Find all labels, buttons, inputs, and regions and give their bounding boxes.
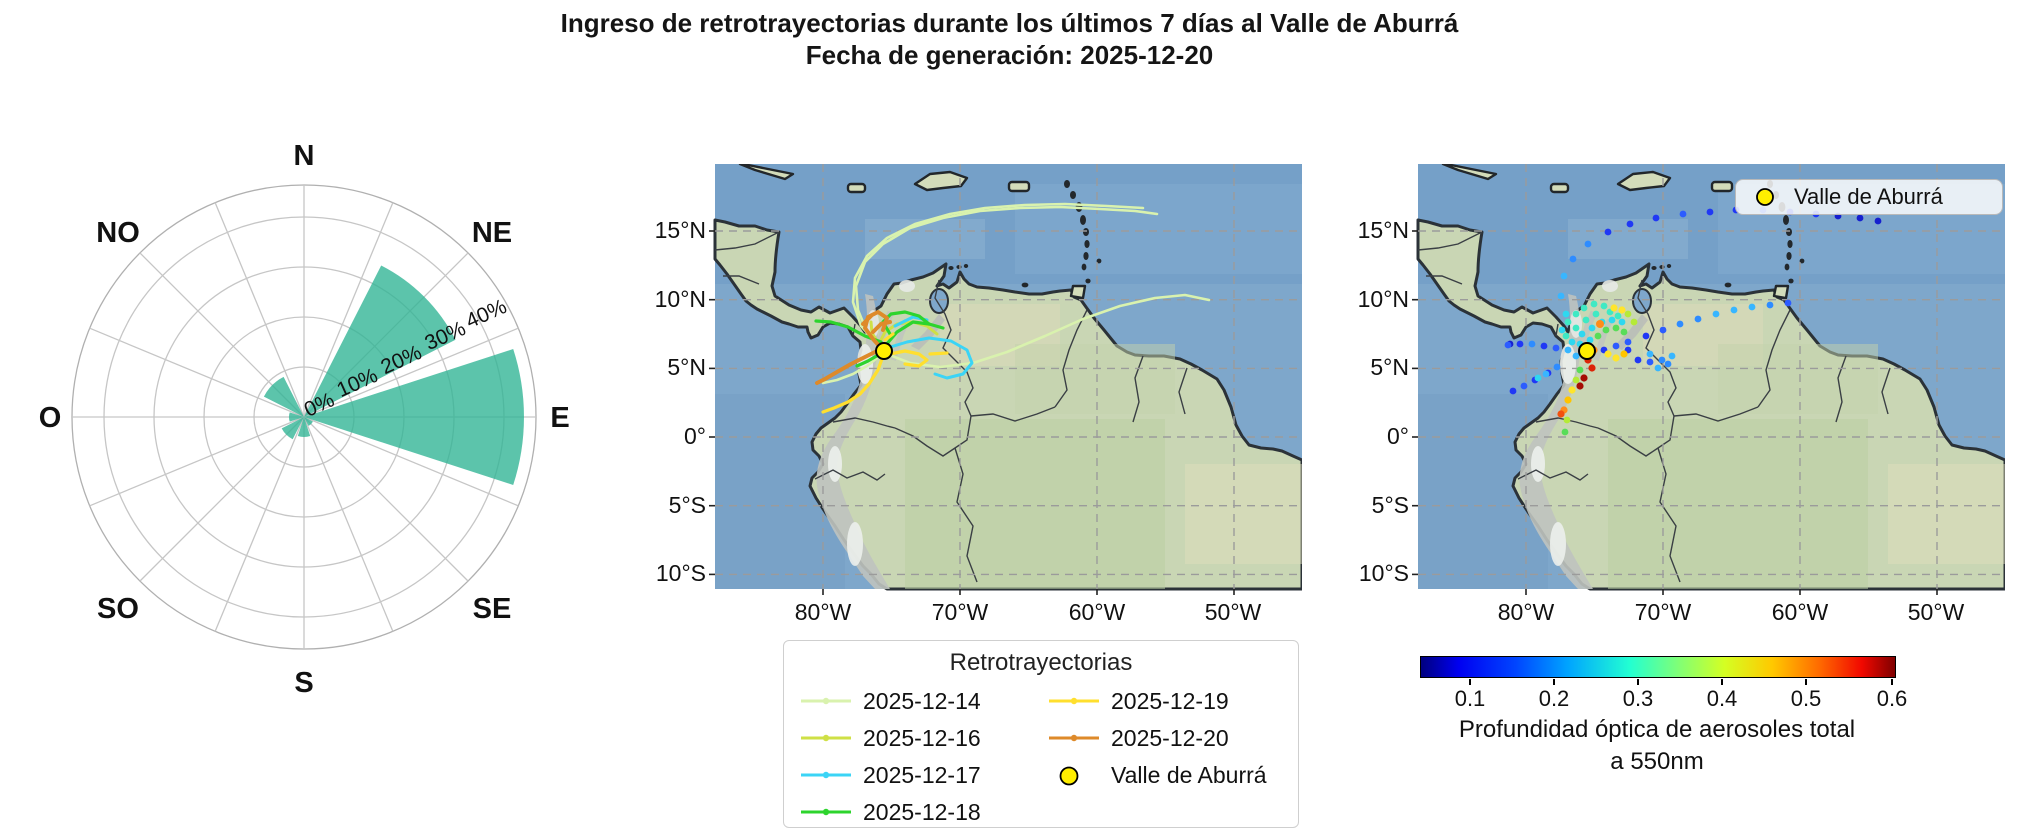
legend-site-marker [1059, 766, 1079, 786]
lat-label: 15°N [1357, 217, 1409, 243]
legend-label: 2025-12-20 [1111, 725, 1229, 751]
colorbar-tick [1553, 679, 1555, 685]
legend-swatch-2025-12-18 [801, 808, 851, 816]
trajectories-group [814, 202, 1211, 414]
colorbar-tick-label: 0.6 [1876, 686, 1908, 711]
lat-label: 5°N [1370, 354, 1409, 380]
aod-legend-label: Valle de Aburrá [1794, 184, 1943, 209]
windrose-compass-labels: N NE E SE S SO O NO [39, 140, 570, 699]
legend-label: Valle de Aburrá [1111, 762, 1267, 788]
svg-text:N: N [294, 140, 315, 172]
colorbar-tick-label: 0.5 [1790, 686, 1822, 711]
legend-swatch-2025-12-16 [801, 734, 851, 742]
lat-label: 15°N [654, 217, 706, 243]
colorbar-tick [1637, 679, 1639, 685]
lat-label: 5°N [667, 354, 706, 380]
site-marker [1578, 342, 1596, 360]
lat-label: 5°S [1371, 492, 1409, 518]
aod-map-legend: Valle de Aburrá [1735, 179, 2003, 215]
svg-text:S: S [294, 667, 313, 699]
svg-text:O: O [39, 402, 62, 434]
svg-text:40%: 40% [462, 295, 510, 333]
lon-label: 50°W [1204, 599, 1262, 625]
legend-swatch-2025-12-17 [801, 771, 851, 779]
lon-label: 80°W [794, 599, 852, 625]
site-marker-icon [1756, 188, 1774, 206]
colorbar-caption-line2: a 550nm [1610, 748, 1704, 775]
aod-colorbar [1420, 656, 1896, 678]
colorbar-tick-label: 0.2 [1538, 686, 1570, 711]
colorbar-tick-label: 0.3 [1622, 686, 1654, 711]
lat-label: 10°N [1357, 286, 1409, 312]
legend-swatch-2025-12-19 [1049, 697, 1099, 705]
legend-label: 2025-12-14 [863, 688, 981, 714]
lon-label: 70°W [931, 599, 989, 625]
trajectory-2025-12-14 [821, 202, 1211, 385]
trajectory-legend: Retrotrayectorias 2025-12-14 2025-12-16 … [783, 640, 1299, 828]
lat-label: 10°S [655, 560, 706, 586]
lon-label: 80°W [1497, 599, 1555, 625]
lat-label: 10°S [1358, 560, 1409, 586]
colorbar-tick-label: 0.1 [1454, 686, 1486, 711]
trajectory-2025-12-20 [815, 310, 892, 385]
lat-label: 0° [684, 423, 706, 449]
legend-swatch-2025-12-14 [801, 697, 851, 705]
windrose-wedges [263, 265, 524, 485]
colorbar-tick [1805, 679, 1807, 685]
svg-text:E: E [550, 402, 569, 434]
aod-map [1410, 164, 2005, 597]
legend-label: 2025-12-17 [863, 762, 981, 788]
figure-subtitle: Fecha de generación: 2025-12-20 [805, 40, 1214, 70]
colorbar-caption-line1: Profundidad óptica de aerosoles total [1458, 716, 1856, 743]
colorbar-tick-label: 0.4 [1706, 686, 1738, 711]
colorbar-tick [1469, 679, 1471, 685]
lat-label: 10°N [654, 286, 706, 312]
colorbar-tick [1721, 679, 1723, 685]
svg-text:SO: SO [97, 593, 139, 625]
lon-label: 50°W [1907, 599, 1965, 625]
figure-title: Ingreso de retrotrayectorias durante los… [560, 8, 1459, 38]
legend-label: 2025-12-19 [1111, 688, 1229, 714]
svg-text:NO: NO [96, 217, 140, 249]
legend-label: 2025-12-16 [863, 725, 981, 751]
lat-label: 0° [1387, 423, 1409, 449]
svg-text:SE: SE [473, 593, 512, 625]
lon-label: 60°W [1068, 599, 1126, 625]
lat-label: 5°S [668, 492, 706, 518]
windrose-plot: 0% 10% 20% 30% 40% N NE E SE S SO O NO [39, 140, 570, 699]
legend-label: 2025-12-18 [863, 799, 981, 825]
lon-label: 60°W [1771, 599, 1829, 625]
site-marker [875, 342, 893, 360]
trajectory-2025-12-19 [821, 332, 949, 414]
trajectory-map [707, 164, 1302, 597]
legend-swatch-2025-12-20 [1049, 734, 1099, 742]
svg-text:NE: NE [472, 217, 512, 249]
colorbar-tick [1891, 679, 1893, 685]
lon-label: 70°W [1634, 599, 1692, 625]
legend-title: Retrotrayectorias [949, 649, 1133, 676]
